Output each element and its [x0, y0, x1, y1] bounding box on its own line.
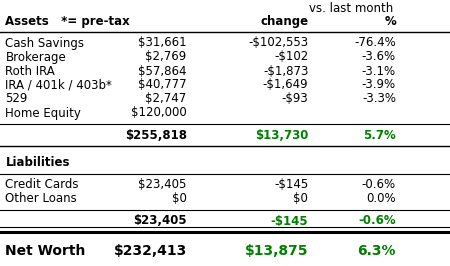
Text: $2,769: $2,769 — [145, 51, 187, 64]
Text: $57,864: $57,864 — [138, 64, 187, 77]
Text: change: change — [260, 15, 308, 28]
Text: $40,777: $40,777 — [138, 78, 187, 92]
Text: -76.4%: -76.4% — [354, 36, 396, 49]
Text: -3.1%: -3.1% — [362, 64, 396, 77]
Text: %: % — [384, 15, 396, 28]
Text: 529: 529 — [5, 93, 28, 106]
Text: -$102: -$102 — [274, 51, 308, 64]
Text: -0.6%: -0.6% — [362, 178, 396, 192]
Text: $23,405: $23,405 — [133, 214, 187, 227]
Text: -3.9%: -3.9% — [362, 78, 396, 92]
Text: Roth IRA: Roth IRA — [5, 64, 55, 77]
Text: Liabilities: Liabilities — [5, 156, 70, 168]
Text: $31,661: $31,661 — [138, 36, 187, 49]
Text: Home Equity: Home Equity — [5, 106, 81, 119]
Text: $13,730: $13,730 — [255, 128, 308, 142]
Text: -$145: -$145 — [274, 178, 308, 192]
Text: -3.6%: -3.6% — [362, 51, 396, 64]
Text: $23,405: $23,405 — [139, 178, 187, 192]
Text: Net Worth: Net Worth — [5, 244, 86, 258]
Text: IRA / 401k / 403b*: IRA / 401k / 403b* — [5, 78, 112, 92]
Text: 6.3%: 6.3% — [357, 244, 396, 258]
Text: $232,413: $232,413 — [113, 244, 187, 258]
Text: $0: $0 — [293, 193, 308, 206]
Text: -0.6%: -0.6% — [358, 214, 396, 227]
Text: -3.3%: -3.3% — [362, 93, 396, 106]
Text: -$93: -$93 — [282, 93, 308, 106]
Text: 5.7%: 5.7% — [363, 128, 396, 142]
Text: Assets   *= pre-tax: Assets *= pre-tax — [5, 15, 130, 28]
Text: Brokerage: Brokerage — [5, 51, 66, 64]
Text: Other Loans: Other Loans — [5, 193, 77, 206]
Text: vs. last month: vs. last month — [309, 2, 393, 15]
Text: -$1,873: -$1,873 — [263, 64, 308, 77]
Text: 0.0%: 0.0% — [366, 193, 396, 206]
Text: $2,747: $2,747 — [145, 93, 187, 106]
Text: $0: $0 — [172, 193, 187, 206]
Text: -$145: -$145 — [270, 214, 308, 227]
Text: $255,818: $255,818 — [125, 128, 187, 142]
Text: -$1,649: -$1,649 — [263, 78, 308, 92]
Text: -$102,553: -$102,553 — [248, 36, 308, 49]
Text: Cash Savings: Cash Savings — [5, 36, 85, 49]
Text: Credit Cards: Credit Cards — [5, 178, 79, 192]
Text: $120,000: $120,000 — [131, 106, 187, 119]
Text: $13,875: $13,875 — [245, 244, 308, 258]
